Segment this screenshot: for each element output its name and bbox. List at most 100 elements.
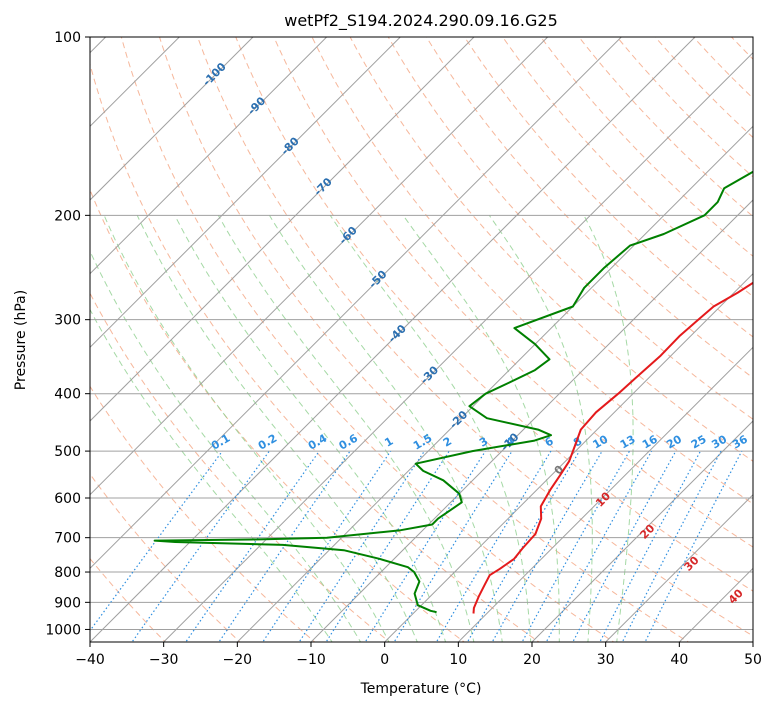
isotherm-label: -70: [312, 175, 335, 198]
isotherm-line: [90, 37, 402, 349]
isotherm-label: -100: [200, 60, 229, 89]
y-tick-label: 100: [54, 30, 81, 46]
y-tick-label: 200: [54, 208, 81, 224]
moist-adiabat-line: [90, 250, 362, 642]
dry-adiabat-line: [90, 292, 391, 642]
dry-adiabat-line: [692, 37, 753, 99]
dry-adiabat-line: [120, 37, 615, 642]
dewpoint-profile-line: [153, 170, 753, 614]
mixing-ratio-line: [218, 450, 351, 642]
mixing-ratio-label: 1: [382, 435, 395, 450]
dry-adiabat-line: [311, 37, 753, 505]
plot-frame: [89, 36, 754, 643]
mixing-ratio-label: 0.4: [306, 431, 330, 452]
data-series: [153, 170, 753, 614]
dry-adiabat-line: [502, 37, 753, 298]
moist-adiabat-line: [90, 308, 333, 642]
isotherm-label: -30: [418, 363, 441, 386]
isotherm-label: -80: [279, 134, 302, 157]
dry-adiabat-line: [387, 37, 753, 420]
isotherm-line: [90, 37, 549, 496]
x-axis-label: Temperature (°C): [360, 681, 482, 697]
mixing-ratio-label: 2: [441, 435, 454, 450]
background-grid: [90, 37, 753, 642]
axis-ticks: −40 −30 −20 −10 0 10 20 30 40 50 100 200 300 400 500 60…: [45, 30, 762, 668]
moist-adiabat-line: [103, 215, 390, 642]
isotherm-line: [678, 567, 753, 642]
y-tick-label: 1000: [45, 622, 81, 638]
mixing-ratio-line: [131, 450, 270, 642]
dry-adiabat-line: [730, 37, 753, 60]
mixing-ratio-label: 3: [477, 435, 490, 450]
warm-isotherm-label: 30: [682, 553, 702, 573]
mixing-ratio-label: 13: [618, 433, 638, 452]
dry-adiabat-line: [578, 37, 753, 218]
dry-adiabat-line: [273, 37, 753, 548]
x-tick-label: 20: [523, 652, 541, 668]
moist-adiabat-line: [217, 215, 475, 642]
warm-isotherm-label: 20: [637, 522, 657, 542]
y-tick-label: 900: [54, 595, 81, 611]
mixing-ratio-label: 0.1: [209, 432, 232, 453]
moist-adiabat-line: [402, 215, 560, 642]
dry-adiabat-line: [654, 37, 753, 139]
mixing-ratio-line: [621, 450, 722, 642]
x-tick-label: 50: [744, 652, 762, 668]
mixing-ratio-label: 10: [591, 432, 611, 451]
y-tick-label: 600: [54, 491, 81, 507]
isotherm-label: -40: [386, 322, 409, 345]
mixing-ratio-line: [298, 450, 425, 642]
chart-title: wetPf2_S194.2024.290.09.16.G25: [284, 11, 558, 31]
moist-adiabat-line: [174, 215, 447, 642]
x-tick-label: 0: [380, 652, 389, 668]
isotherm-line: [162, 51, 753, 642]
x-tick-label: 30: [597, 652, 615, 668]
isotherm-line: [383, 272, 753, 642]
isotherm-label: -90: [245, 94, 268, 117]
mixing-ratio-line: [466, 450, 580, 642]
isotherm-label: -10: [498, 430, 521, 453]
mixing-ratio-line: [262, 450, 392, 642]
mixing-ratio-label: 36: [730, 432, 750, 451]
y-tick-label: 800: [54, 565, 81, 581]
isotherm-line: [90, 37, 475, 422]
y-tick-label: 500: [54, 444, 81, 460]
temperature-profile-line: [472, 281, 753, 614]
isotherm-line: [457, 346, 753, 642]
x-tick-label: 10: [449, 652, 467, 668]
mixing-ratio-line: [435, 450, 552, 642]
dry-adiabat-line: [90, 188, 466, 642]
x-tick-label: −30: [149, 652, 179, 668]
isotherm-label: -20: [447, 408, 470, 431]
moist-adiabat-line: [488, 215, 593, 642]
isotherm-line: [604, 493, 753, 642]
warm-isotherm-label: 40: [726, 586, 746, 606]
dry-adiabat-line: [349, 37, 753, 462]
y-tick-label: 700: [54, 531, 81, 547]
mixing-ratio-label: 30: [709, 432, 729, 451]
warm-isotherm-label: 10: [593, 489, 613, 509]
dry-adiabat-line: [540, 37, 753, 257]
mixing-ratio-label: 0.2: [256, 432, 279, 453]
dry-adiabat-line: [90, 385, 316, 642]
mixing-ratio-line: [393, 450, 513, 642]
mixing-ratio-line: [364, 450, 486, 642]
mixing-ratio-line: [90, 450, 223, 632]
y-tick-label: 400: [54, 387, 81, 403]
isotherm-line: [90, 37, 328, 275]
moist-adiabat-line: [329, 215, 532, 642]
dry-adiabat-line: [235, 37, 753, 592]
isotherm-line: [90, 37, 254, 201]
mixing-ratio-line: [599, 450, 702, 642]
mixing-ratio-line: [185, 450, 320, 642]
dry-adiabat-line: [463, 37, 753, 338]
mixing-ratio-line: [572, 450, 677, 642]
moist-adiabat-line: [136, 215, 418, 642]
y-tick-label: 300: [54, 313, 81, 329]
dry-adiabat-line: [425, 37, 753, 379]
mixing-ratio-label: 20: [664, 432, 684, 451]
isotherm-line: [90, 37, 623, 570]
moist-adiabat-line: [268, 215, 503, 642]
